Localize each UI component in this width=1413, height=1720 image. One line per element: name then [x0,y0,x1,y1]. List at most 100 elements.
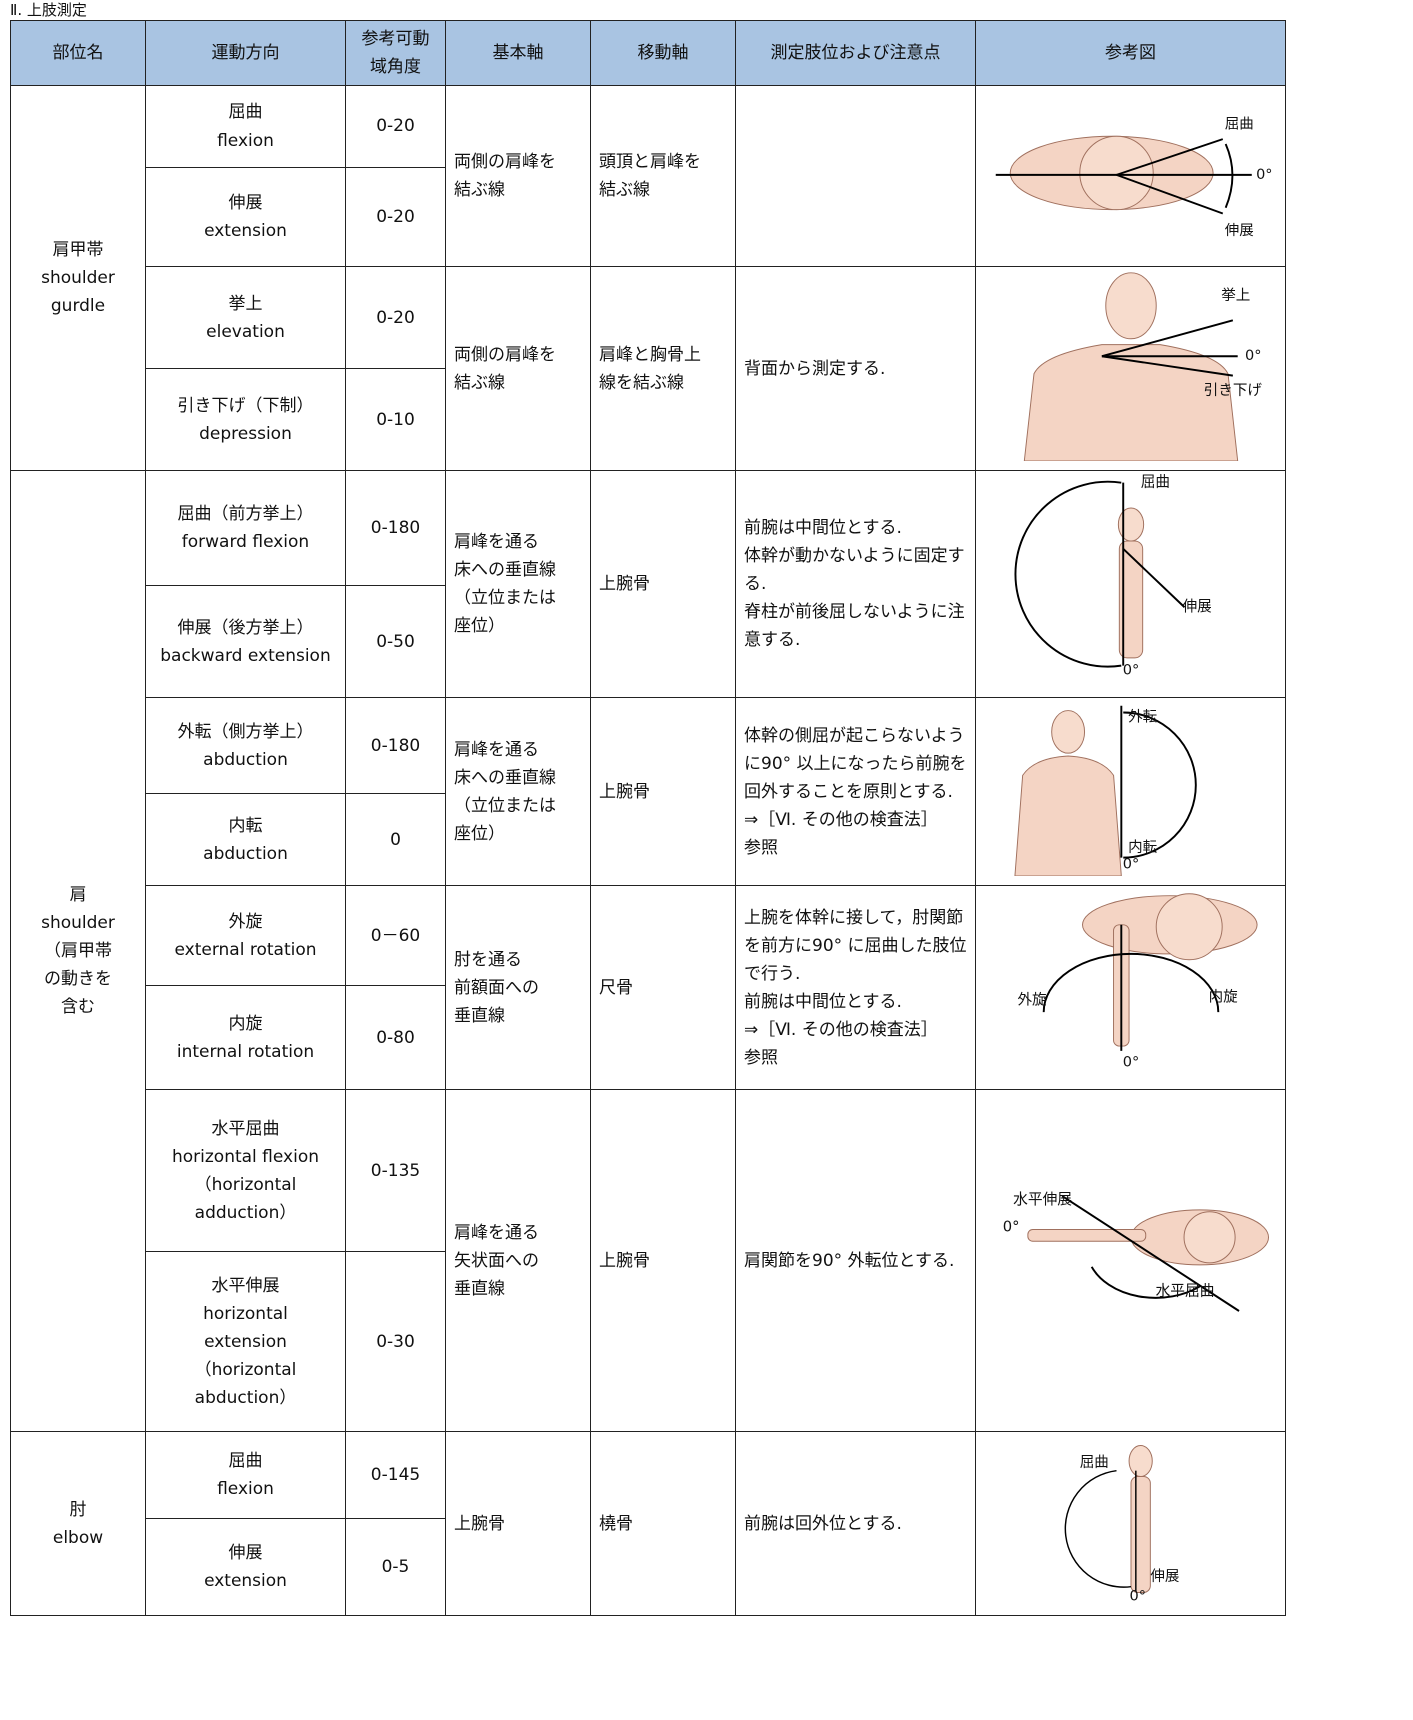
direction-line: 水平伸展 [211,1275,280,1296]
basic-axis-line: 肩峰を通る [454,1222,539,1243]
moving-axis-cell: 上腕骨 [590,470,736,699]
notes-cell: 前腕は中間位とする. 体幹が動かないように固定する. 脊柱が前後屈しないように注意す… [735,470,976,699]
part-cell: 肘 elbow [10,1431,146,1617]
direction-line: horizontal [203,1303,288,1324]
figure-label: 0° [1244,347,1261,364]
basic-axis-cell: 肩峰を通る 床への垂直線 （立位または 座位） [445,697,591,887]
header-cell: 参考図 [975,19,1286,87]
figure-cell: 水平伸展 0° 水平屈曲 [975,1089,1286,1433]
basic-axis-cell: 肩峰を通る 床への垂直線 （立位または 座位） [445,470,591,699]
direction-line: extension [204,1571,287,1592]
range-cell: 0-145 [345,1431,446,1520]
direction-line: 伸展 [228,192,263,213]
table-row: 伸展（後方挙上） backward extension 0-50 [11,585,1286,699]
range-cell: 0-180 [345,470,446,587]
direction-line: abduction [203,843,288,864]
moving-axis-line: 尺骨 [599,977,633,998]
figure-arc [1090,1266,1200,1300]
figure-label: 挙上 [1221,287,1250,304]
figure-arc [1042,953,1219,1013]
direction-cell: 外旋 external rotation [145,885,346,987]
rom-table: 部位名 運動方向 参考可動域角度 基本軸 移動軸 測定肢位および注意点 参考図 肩甲帯 sho… [10,19,1286,1617]
basic-axis-cell: 両側の肩峰を 結ぶ線 [445,85,591,268]
table-row: 肘 elbow 屈曲 flexion 0-145 上腕骨 橈骨 前腕は回外位とする. 屈曲 伸展 0… [10,1431,1286,1617]
figure-label: 0° [1256,167,1272,183]
basic-axis-line: 肩峰を通る [454,739,539,760]
basic-axis-cell: 上腕骨 [445,1431,591,1617]
figure-label: 0° [1122,662,1139,679]
figure-label: 0° [1129,1589,1145,1605]
header-cell: 運動方向 [145,19,346,87]
range-cell: 0-20 [345,166,446,268]
part-line: 肩 [69,885,87,906]
direction-line: internal rotation [176,1041,315,1062]
direction-line: 屈曲 [228,102,263,123]
figure: 挙上 0° 引き下げ [1023,272,1262,462]
direction-line: 屈曲（前方挙上） [177,504,314,525]
table-row: 内旋 internal rotation 0-80 [11,985,1286,1091]
table-row: 外転（側方挙上） abduction 0-180 肩峰を通る 床への垂直線 （立位または座… [11,697,1286,887]
range-cell: 0-180 [345,697,446,795]
table-row: 水平屈曲 horizontal flexion （horizontal adducti… [11,1089,1286,1433]
direction-line: 水平屈曲 [211,1118,280,1139]
range-cell: 0-5 [345,1518,446,1617]
range-cell: 0-50 [345,585,446,699]
figure-body [1118,540,1143,659]
notes-cell: 前腕は回外位とする. [735,1431,976,1617]
figure-cell: 屈曲 伸展 0° [975,470,1286,699]
basic-axis-line: （立位または [454,588,556,609]
table-row: 外旋 external rotation 0－60 肘を通る 前額面への 垂直線 尺骨 上腕を… [11,885,1286,1091]
header-cell: 部位名 [10,19,146,87]
basic-axis-line: 肘を通る [454,949,522,970]
notes-cell [735,85,976,268]
table-row: 伸展 extension 0-20 [11,166,1286,268]
figure: 外旋 内旋 0° [1017,893,1258,1071]
figure-label: 内転 [1128,839,1157,856]
moving-axis-cell: 肩峰と胸骨上 線を結ぶ線 [590,266,736,472]
moving-axis-line: 肩峰と胸骨上 [599,344,701,365]
figure-line [1115,138,1223,176]
moving-axis-line: 上腕骨 [599,574,650,595]
direction-line: flexion [217,130,274,151]
figure-line [1115,174,1223,215]
direction-cell: 屈曲 flexion [145,85,346,168]
direction-line: 伸展 [228,1543,263,1564]
figure-label: 0° [1122,1054,1139,1071]
note-line: 体幹の側屈が起こらないように90° 以上になったら前腕を回外することを原則とする… [744,725,967,802]
basic-axis-line: 床への垂直線 [454,767,556,788]
direction-line: elevation [206,321,285,342]
figure-body [1023,344,1238,462]
part-line: （肩甲帯 [44,941,112,962]
note-line: 前腕は中間位とする. [744,991,902,1012]
figure-cell: 外転 内転 0° [975,697,1286,887]
figure-label: 伸展 [1150,1568,1179,1585]
notes-cell: 体幹の側屈が起こらないように90° 以上になったら前腕を回外することを原則とする… [735,697,976,887]
note-line: 前腕は回外位とする. [744,1513,902,1534]
part-line: gurdle [50,296,106,317]
direction-line: 挙上 [228,293,263,314]
range-cell: 0-10 [345,368,446,472]
figure-head [1050,710,1085,754]
figure-head [1117,507,1144,542]
moving-axis-cell: 上腕骨 [590,1089,736,1433]
note-line: 上腕を体幹に接して，肘関節を前方に90° に屈曲した肢位で行う. [744,907,967,984]
direction-cell: 水平伸展 horizontal extension （horizontal abduct… [145,1251,346,1433]
basic-axis-line: 前額面への [454,977,539,998]
part-line: 肘 [69,1499,87,1520]
figure-line [1122,548,1185,609]
table-row: 肩甲帯 shoulder gurdle 屈曲 flexion 0-20 両側の肩峰を 結ぶ線頭… [10,85,1286,472]
figure-arm [1026,1229,1146,1243]
moving-axis-line: 上腕骨 [599,1250,650,1271]
direction-line: 内旋 [228,1013,263,1034]
notes-cell: 肩関節を90° 外転位とする. [735,1089,976,1433]
table-row: 内転 abduction 0 [11,793,1286,887]
figure-line [1101,319,1233,358]
figure-label: 外旋 [1017,992,1047,1009]
part-cell: 肩 shoulder （肩甲帯 の動きを 含む [10,470,146,1433]
basic-axis-line: 両側の肩峰を [454,152,556,173]
direction-cell: 内転 abduction [145,793,346,887]
figure-label: 屈曲 [1224,116,1253,133]
note-line: 参照 [744,1047,778,1068]
figure-label: 伸展 [1182,598,1211,615]
